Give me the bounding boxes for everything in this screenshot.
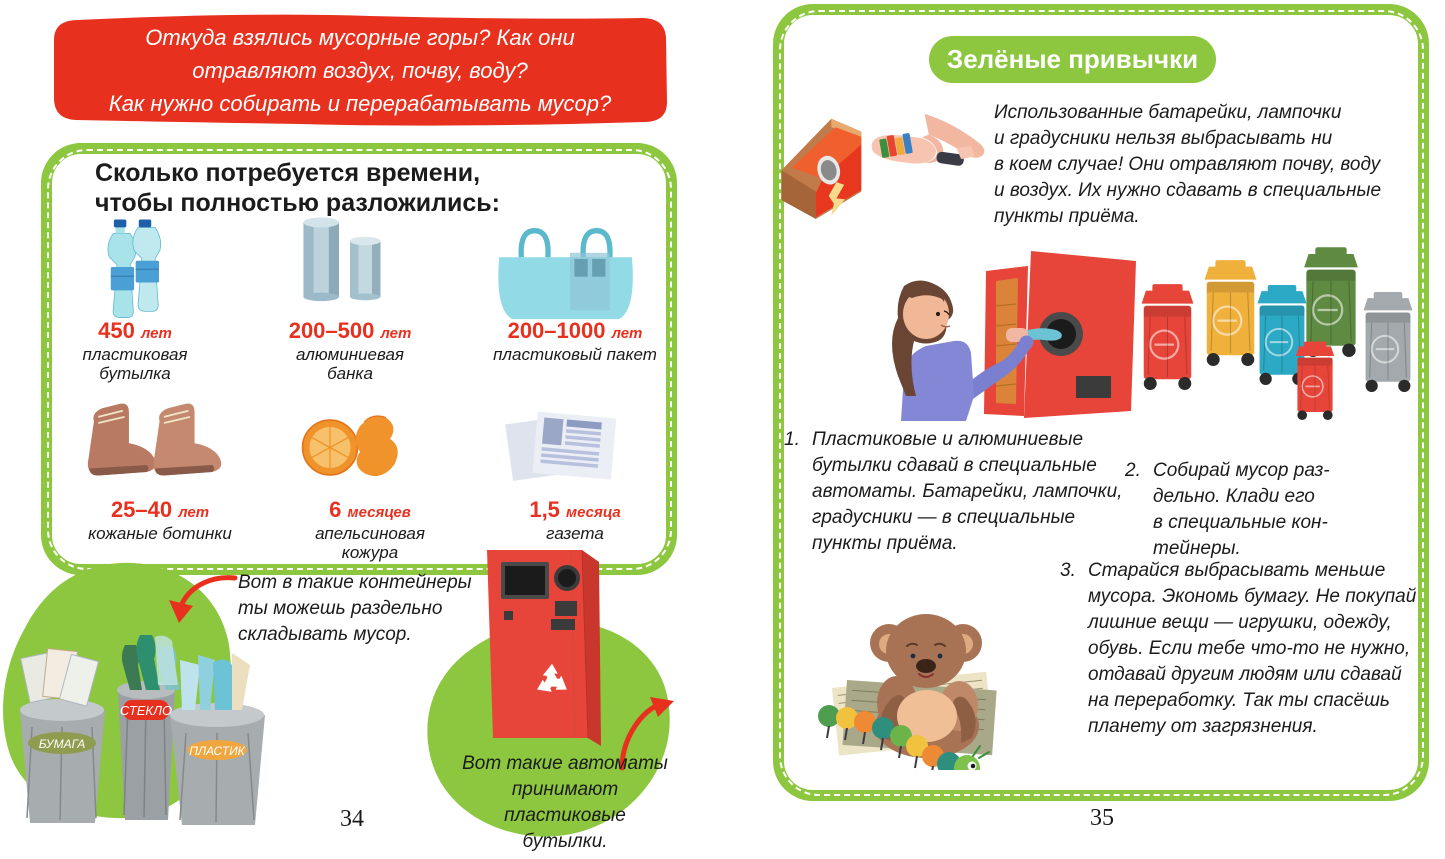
svg-text:БУМАГА: БУМАГА	[39, 737, 85, 751]
svg-text:ПЛАСТИК: ПЛАСТИК	[189, 744, 245, 758]
svg-text:СТЕКЛО: СТЕКЛО	[120, 703, 172, 718]
